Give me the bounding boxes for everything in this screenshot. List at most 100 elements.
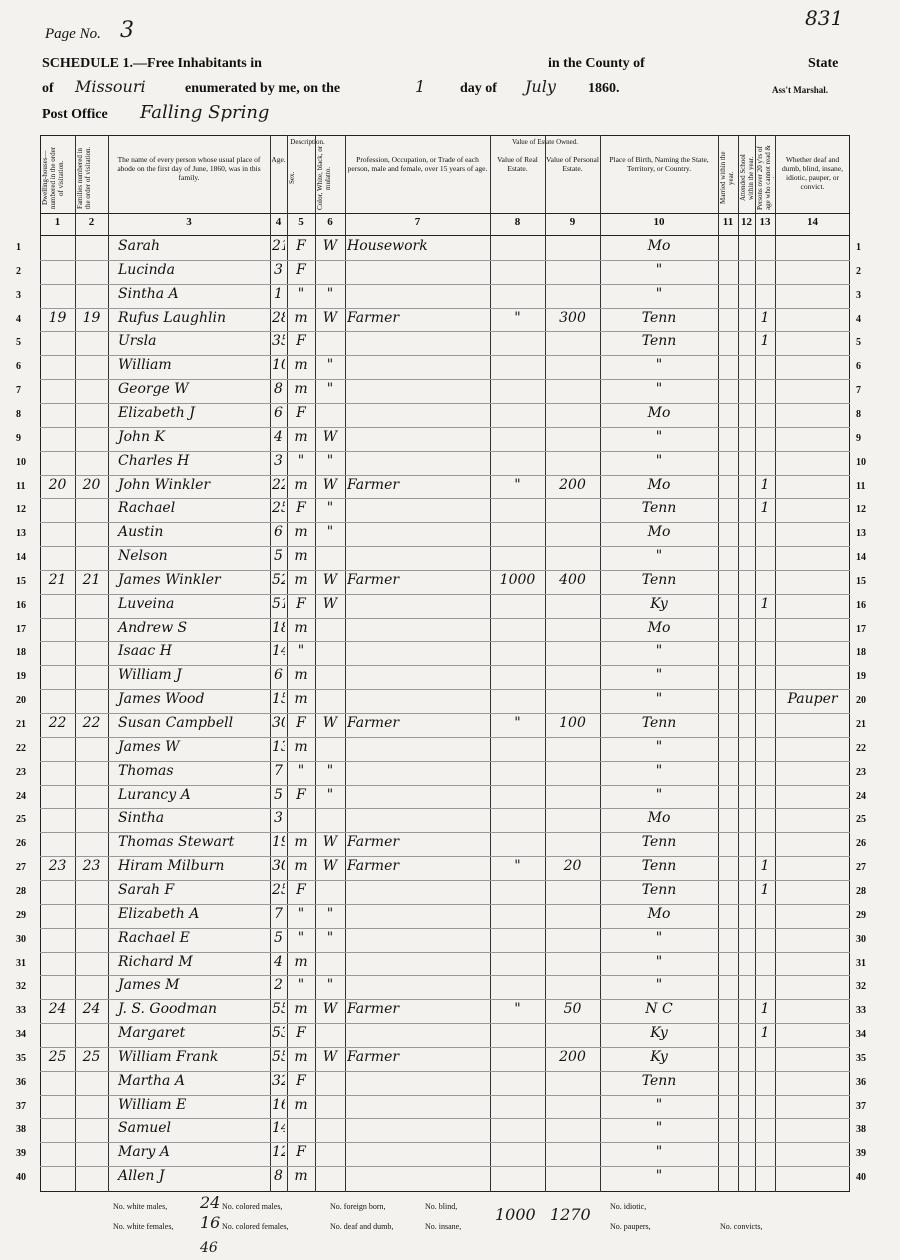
footer-label: No. insane, <box>425 1222 462 1231</box>
entry-family: 20 <box>82 476 101 493</box>
column-number: 14 <box>807 216 818 228</box>
line-number: 39 <box>16 1148 26 1160</box>
row-rule <box>40 903 850 905</box>
line-number: 36 <box>856 1076 866 1088</box>
column-header: Dwelling-houses—numbered in the order of… <box>41 147 65 210</box>
column-number: 2 <box>88 216 95 228</box>
entry-age: 5 <box>274 548 283 565</box>
line-number: 15 <box>16 575 26 587</box>
line-number: 33 <box>16 1005 26 1017</box>
entry-birthplace: Mo <box>647 524 671 541</box>
bottom-note: 46 <box>200 1240 218 1256</box>
entry-age: 14 <box>272 643 285 660</box>
row-rule <box>40 665 850 667</box>
row-rule <box>40 307 850 309</box>
month-value: July <box>525 77 556 96</box>
line-number: 23 <box>16 766 26 778</box>
of-label: of <box>42 81 54 96</box>
row-rule <box>40 760 850 762</box>
enumerated-label: enumerated by me, on the <box>185 81 341 96</box>
entry-birthplace: Tenn <box>641 1072 677 1089</box>
line-number: 13 <box>856 528 866 540</box>
column-rule <box>600 135 601 1192</box>
line-number: 20 <box>16 695 26 707</box>
entry-birthplace: " <box>655 667 663 684</box>
entry-age: 22 <box>272 476 285 493</box>
entry-color: W <box>322 309 338 326</box>
group-header: Description. <box>290 138 325 146</box>
column-rule <box>755 135 756 1192</box>
line-number: 36 <box>16 1076 26 1088</box>
line-number: 38 <box>856 1124 866 1136</box>
entry-birthplace: Mo <box>647 619 671 636</box>
entry-name: Rachael <box>118 500 176 517</box>
entry-color: W <box>322 858 338 875</box>
column-number: 3 <box>186 216 192 228</box>
footer-label: No. white females, <box>113 1222 174 1231</box>
entry-age: 28 <box>272 309 285 326</box>
line-number: 22 <box>856 742 866 754</box>
entry-birthplace: " <box>655 285 663 302</box>
footer-label: No. blind, <box>425 1202 458 1211</box>
entry-birthplace: Tenn <box>641 571 677 588</box>
entry-dwelling: 25 <box>48 1048 67 1065</box>
header-rule <box>40 235 850 236</box>
line-number: 29 <box>16 909 26 921</box>
entry-birthplace: Tenn <box>641 333 677 350</box>
entry-name: Isaac H <box>118 643 172 660</box>
line-number: 30 <box>856 933 866 945</box>
entry-age: 8 <box>274 1168 283 1185</box>
entry-adult: 1 <box>760 309 770 326</box>
entry-name: Sintha A <box>118 285 179 302</box>
schedule-title: SCHEDULE 1.—Free Inhabitants in <box>42 56 262 71</box>
entry-name: John Winkler <box>118 476 211 493</box>
line-number: 9 <box>856 432 861 444</box>
line-number: 12 <box>16 504 26 516</box>
entry-dwelling: 20 <box>48 476 67 493</box>
line-number: 34 <box>856 1029 866 1041</box>
entry-color: " <box>326 285 334 302</box>
column-number: 10 <box>653 216 665 228</box>
row-rule <box>40 546 850 548</box>
entry-name: George W <box>118 381 189 398</box>
entry-personal-estate: 200 <box>559 1048 586 1065</box>
column-header: Profession, Occupation, or Trade of each… <box>347 155 488 173</box>
entry-birthplace: Ky <box>650 1025 668 1042</box>
row-rule <box>40 331 850 333</box>
footer-label: No. idiotic, <box>610 1202 647 1211</box>
entry-age: 52 <box>272 571 285 588</box>
entry-family: 24 <box>82 1001 101 1018</box>
entry-sex: m <box>294 1001 308 1018</box>
entry-color: W <box>322 834 338 851</box>
entry-real-estate: 1000 <box>499 571 536 588</box>
line-number: 2 <box>16 265 21 277</box>
entry-sex: F <box>296 881 306 898</box>
header-rule <box>40 213 850 214</box>
line-number: 40 <box>16 1172 26 1184</box>
entry-age: 2 <box>274 977 283 994</box>
entry-birthplace: " <box>655 762 663 779</box>
entry-family: 22 <box>82 715 101 731</box>
line-number: 10 <box>16 456 26 468</box>
line-number: 2 <box>856 265 861 277</box>
entry-sex: " <box>297 905 305 922</box>
entry-sex: m <box>294 381 308 398</box>
line-number: 8 <box>856 408 861 420</box>
line-number: 19 <box>16 671 26 683</box>
entry-name: Sarah F <box>118 881 175 898</box>
footer-total: 1270 <box>550 1205 591 1224</box>
line-number: 21 <box>16 719 26 730</box>
entry-sex: F <box>296 1072 306 1089</box>
line-number: 24 <box>16 790 26 802</box>
entry-real-estate: " <box>514 1001 521 1018</box>
entry-birthplace: Mo <box>647 238 671 254</box>
entry-color: " <box>326 905 334 922</box>
line-number: 25 <box>856 814 866 826</box>
column-rule <box>108 135 109 1192</box>
line-number: 29 <box>856 909 866 921</box>
entry-birthplace: " <box>655 738 663 755</box>
entry-birthplace: " <box>655 1144 663 1161</box>
entry-sex: m <box>294 858 308 875</box>
entry-age: 4 <box>274 428 283 445</box>
